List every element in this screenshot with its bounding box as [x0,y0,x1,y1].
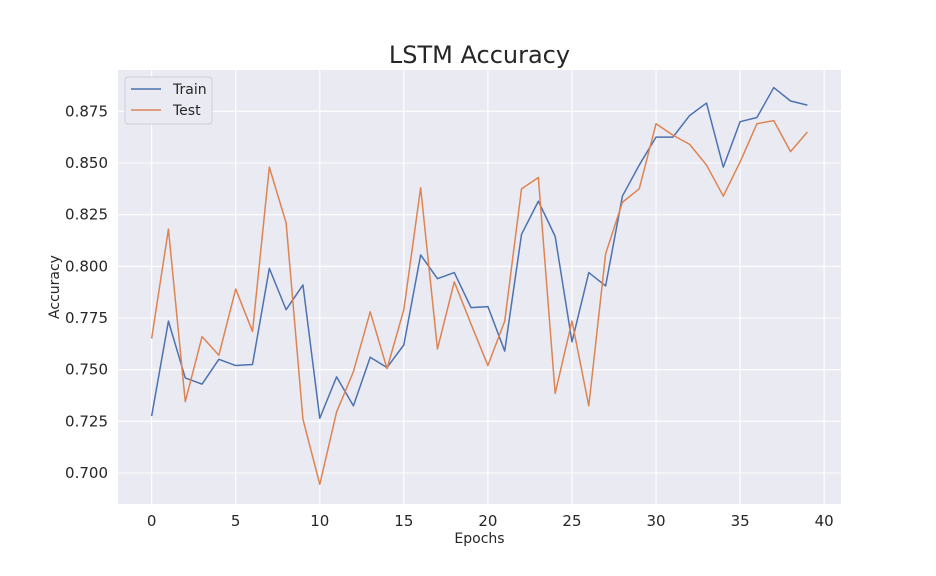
y-tick-label: 0.725 [65,412,108,430]
y-tick-label: 0.825 [65,206,108,224]
legend-label-train: Train [172,82,207,98]
plot-area-background [118,70,841,504]
y-tick-label: 0.850 [65,154,108,172]
grid-lines [118,70,841,504]
x-tick-label: 25 [562,512,581,530]
x-tick-label: 5 [231,512,241,530]
x-tick-label: 10 [310,512,329,530]
x-tick-label: 0 [147,512,157,530]
series-line-train [150,86,808,419]
y-axis-label: Accuracy [47,255,63,319]
legend-label-test: Test [172,103,201,119]
x-axis-label: Epochs [454,531,504,547]
y-tick-label: 0.800 [65,257,108,275]
x-tick-labels: 0 5 10 15 20 25 30 35 40 [147,512,834,530]
series-lines [150,86,808,486]
x-tick-label: 20 [478,512,497,530]
x-tick-label: 35 [731,512,750,530]
x-tick-label: 15 [394,512,413,530]
y-tick-labels: 0.700 0.725 0.750 0.775 0.800 0.825 0.850 0.875 [65,102,108,482]
y-tick-label: 0.700 [65,464,108,482]
chart-title: LSTM Accuracy [389,41,570,69]
y-tick-label: 0.875 [65,102,108,120]
y-tick-label: 0.775 [65,309,108,327]
series-line-test [150,119,808,486]
x-tick-label: 30 [646,512,665,530]
y-tick-label: 0.750 [65,361,108,379]
legend: Train Test [124,76,213,125]
x-tick-label: 40 [815,512,834,530]
